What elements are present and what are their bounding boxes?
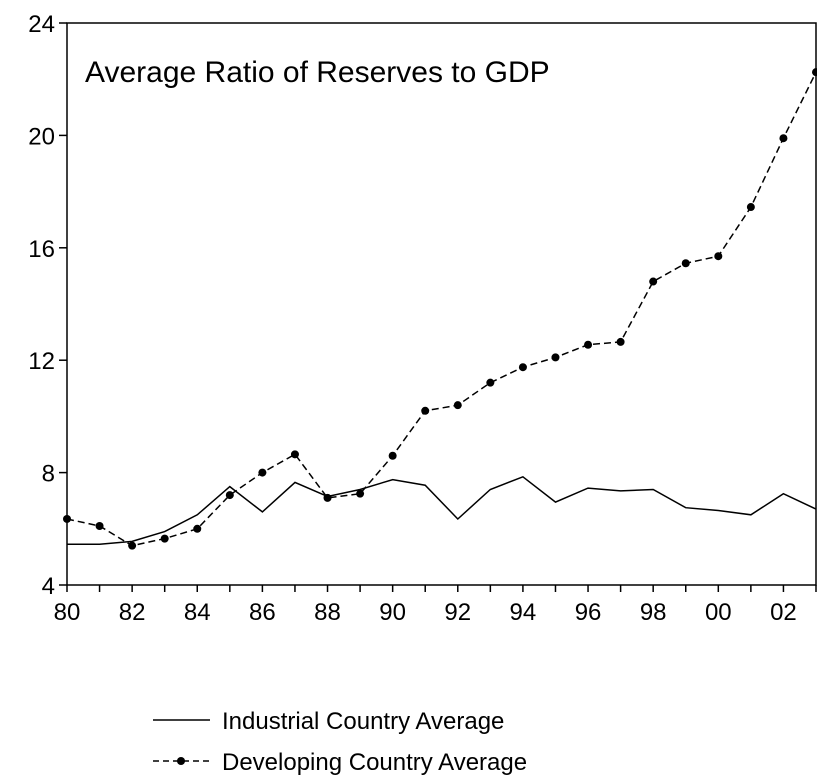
y-tick-label: 4 xyxy=(42,573,55,600)
x-tick-label: 00 xyxy=(705,599,732,626)
y-tick-label: 20 xyxy=(28,123,55,150)
series-0 xyxy=(67,475,817,546)
x-tick-label: 88 xyxy=(314,599,341,626)
series-line-industrial xyxy=(67,475,817,546)
y-tick-label: 16 xyxy=(28,236,55,263)
data-point xyxy=(779,134,788,143)
legend-label-industrial: Industrial Country Average xyxy=(222,708,504,735)
data-point xyxy=(63,514,71,523)
data-point xyxy=(128,541,137,550)
y-tick-label: 8 xyxy=(42,461,55,488)
x-tick-label: 92 xyxy=(444,599,471,626)
data-point xyxy=(421,406,430,415)
y-axis: 4 8 12 16 20 24 xyxy=(28,11,67,600)
data-point xyxy=(356,489,365,498)
plot-frame xyxy=(66,22,817,586)
data-point xyxy=(323,493,332,502)
data-point xyxy=(812,68,817,77)
series-layer xyxy=(63,68,817,550)
x-tick-label: 94 xyxy=(510,599,537,626)
x-tick-label: 96 xyxy=(575,599,602,626)
x-tick-label: 84 xyxy=(184,599,211,626)
data-point xyxy=(746,203,755,212)
data-point xyxy=(290,450,299,459)
data-point xyxy=(649,277,658,286)
data-point xyxy=(193,524,202,533)
data-point xyxy=(714,252,723,261)
data-point xyxy=(453,401,462,410)
x-tick-label: 98 xyxy=(640,599,667,626)
data-point xyxy=(160,534,169,543)
legend-label-developing: Developing Country Average xyxy=(222,749,527,776)
x-tick-label: 02 xyxy=(770,599,797,626)
x-tick-label: 80 xyxy=(54,599,81,626)
legend-item-industrial: Industrial Country Average xyxy=(153,708,504,735)
x-axis: 80 82 84 86 88 90 92 94 96 98 00 02 xyxy=(54,585,817,626)
x-tick-label: 86 xyxy=(249,599,276,626)
series-1 xyxy=(63,68,817,550)
y-tick-label: 24 xyxy=(28,11,55,38)
data-point xyxy=(388,451,397,460)
data-point xyxy=(616,337,625,346)
y-tick-label: 12 xyxy=(28,348,55,375)
plot-area xyxy=(66,22,817,586)
data-point xyxy=(225,491,234,500)
legend: Industrial Country Average Developing Co… xyxy=(153,708,527,776)
data-point xyxy=(518,363,527,372)
data-point xyxy=(551,353,560,362)
data-point xyxy=(681,259,690,268)
x-tick-label: 82 xyxy=(119,599,146,626)
series-line-developing xyxy=(66,71,817,547)
data-point xyxy=(584,340,593,349)
chart-title: Average Ratio of Reserves to GDP xyxy=(85,56,550,89)
data-point xyxy=(486,378,495,387)
x-tick-label: 90 xyxy=(379,599,406,626)
data-point xyxy=(258,468,267,477)
data-point xyxy=(95,521,104,530)
legend-marker-dot xyxy=(177,757,185,765)
legend-item-developing: Developing Country Average xyxy=(153,749,527,776)
